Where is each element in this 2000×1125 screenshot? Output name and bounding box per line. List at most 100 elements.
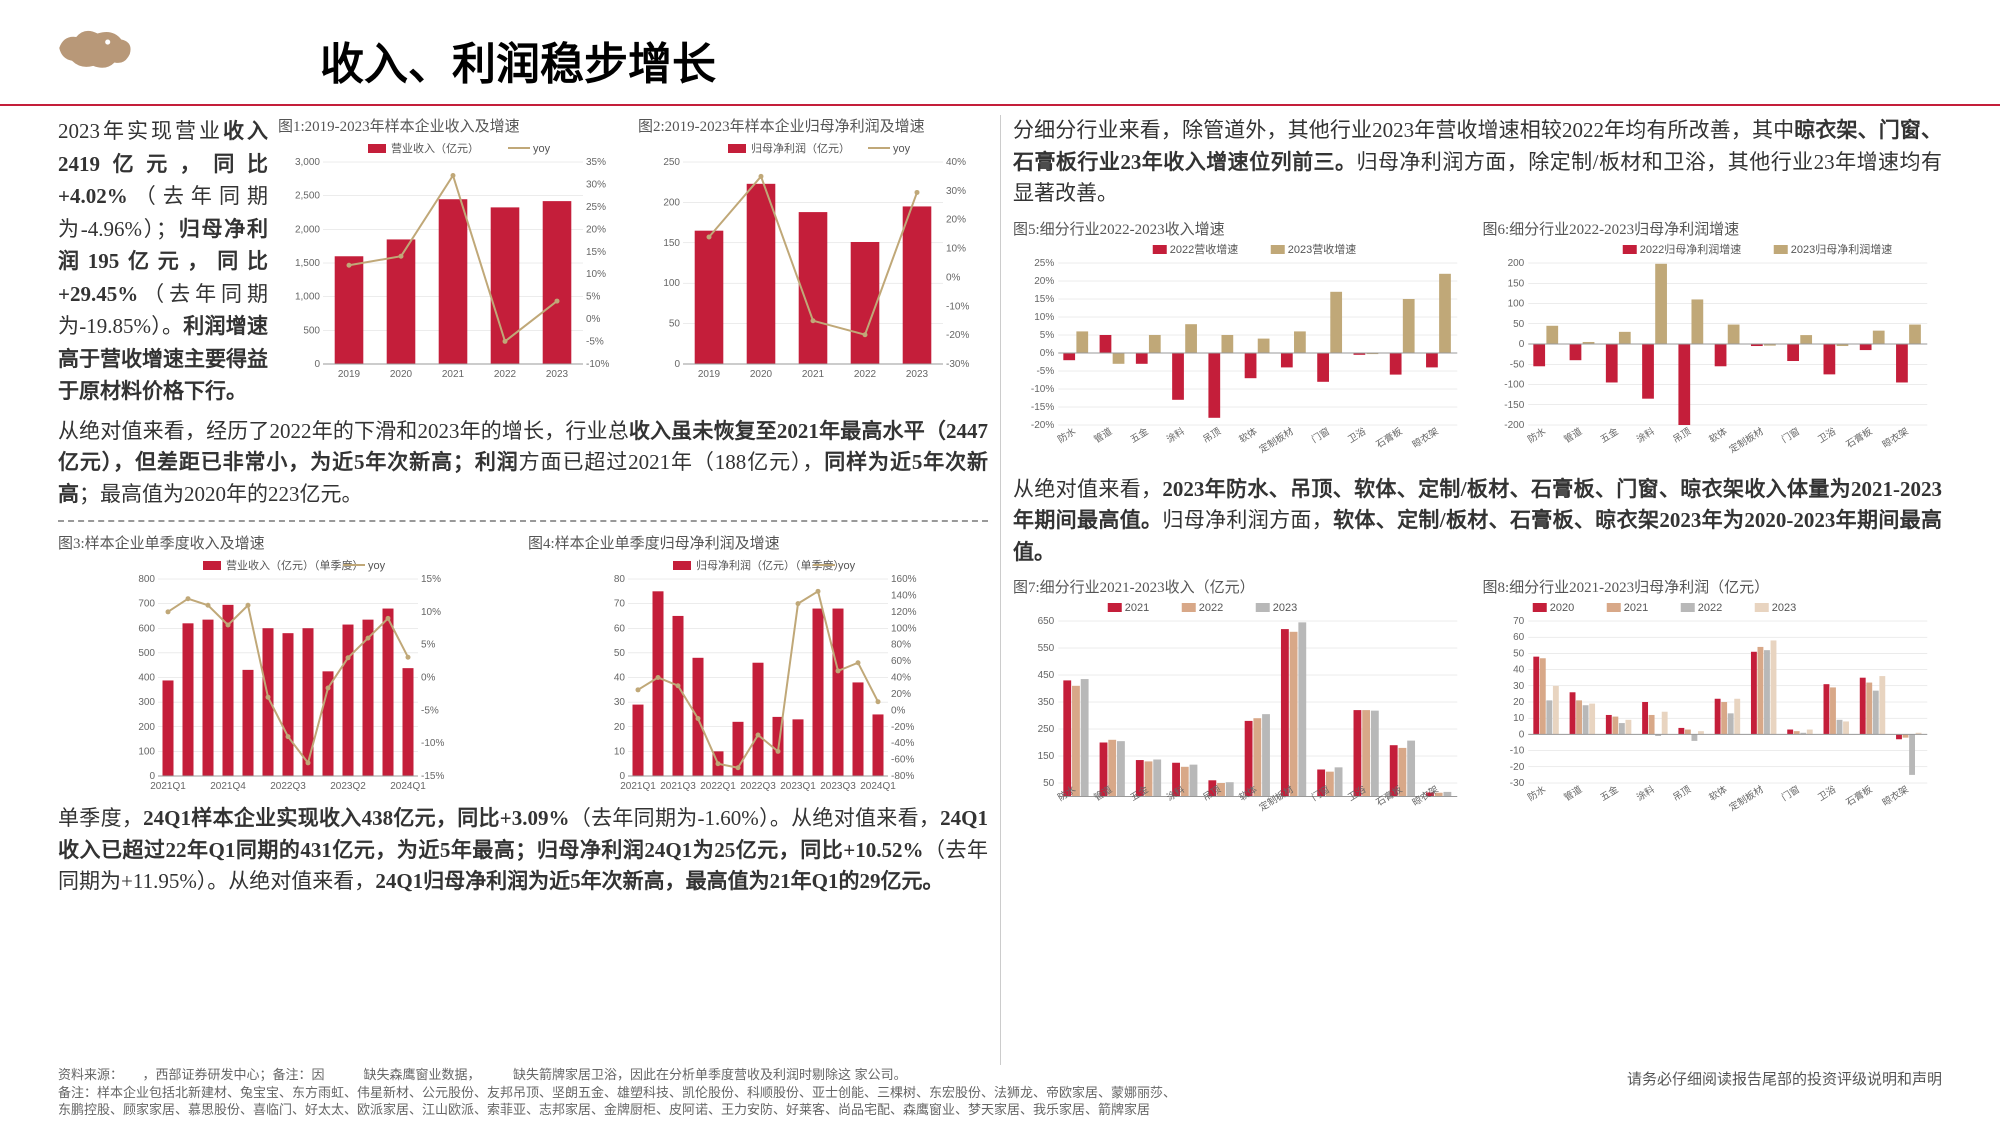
svg-text:70: 70 xyxy=(1513,616,1525,627)
svg-text:30: 30 xyxy=(614,698,626,709)
svg-text:软体: 软体 xyxy=(1237,425,1260,446)
svg-text:40%: 40% xyxy=(946,157,966,168)
svg-text:管道: 管道 xyxy=(1092,425,1115,446)
svg-text:吊顶: 吊顶 xyxy=(1671,425,1693,445)
svg-text:-150: -150 xyxy=(1504,399,1524,410)
page-title: 收入、利润稳步增长 xyxy=(320,28,716,92)
svg-text:-15%: -15% xyxy=(1031,402,1054,413)
svg-text:150: 150 xyxy=(1038,751,1055,762)
svg-text:2022归母净利润增速: 2022归母净利润增速 xyxy=(1639,243,1740,256)
right-column: 分细分行业来看，除管道外，其他行业2023年营收增速相较2022年均有所改善，其… xyxy=(1000,115,1942,1065)
chart-7: 图7:细分行业2021-2023收入（亿元） 20212022202350150… xyxy=(1013,576,1473,826)
header-divider xyxy=(0,104,2000,106)
svg-text:30%: 30% xyxy=(946,186,966,197)
svg-text:50: 50 xyxy=(614,648,626,659)
svg-text:15%: 15% xyxy=(1034,294,1054,305)
svg-text:450: 450 xyxy=(1038,670,1055,681)
svg-text:2021Q4: 2021Q4 xyxy=(210,781,246,792)
svg-text:30%: 30% xyxy=(586,179,606,190)
svg-text:100: 100 xyxy=(1507,298,1524,309)
page-header: 收入、利润稳步增长 xyxy=(0,0,2000,100)
chart-7-title: 图7:细分行业2021-2023收入（亿元） xyxy=(1013,576,1473,597)
svg-text:0%: 0% xyxy=(946,272,961,283)
svg-text:50: 50 xyxy=(1513,318,1525,329)
svg-text:定制板材: 定制板材 xyxy=(1727,783,1766,814)
svg-text:2020: 2020 xyxy=(750,369,773,380)
svg-text:2023: 2023 xyxy=(1273,602,1297,614)
svg-text:2023: 2023 xyxy=(906,369,929,380)
svg-text:15%: 15% xyxy=(586,247,606,258)
svg-text:0: 0 xyxy=(314,359,320,370)
svg-text:2023归母净利润增速: 2023归母净利润增速 xyxy=(1790,243,1891,256)
svg-text:0%: 0% xyxy=(891,706,906,717)
dashed-separator xyxy=(58,520,988,522)
svg-text:五金: 五金 xyxy=(1598,783,1621,804)
svg-text:yoy: yoy xyxy=(838,560,856,572)
svg-text:5%: 5% xyxy=(1040,330,1055,341)
svg-text:650: 650 xyxy=(1038,616,1055,627)
svg-text:25%: 25% xyxy=(1034,258,1054,269)
svg-text:2021Q1: 2021Q1 xyxy=(150,781,186,792)
svg-text:60: 60 xyxy=(614,624,626,635)
svg-text:定制板材: 定制板材 xyxy=(1257,425,1296,456)
svg-text:550: 550 xyxy=(1038,643,1055,654)
paragraph-2: 单季度，24Q1样本企业实现收入438亿元，同比+3.09%（去年同期为-1.6… xyxy=(58,803,988,898)
svg-text:-20%: -20% xyxy=(891,722,914,733)
svg-text:1,500: 1,500 xyxy=(295,258,320,269)
chart-2: 图2:2019-2023年样本企业归母净利润及增速 归母净利润（亿元）yoy05… xyxy=(638,115,988,408)
svg-text:2022: 2022 xyxy=(494,369,517,380)
footer-disclaimer: 请务必仔细阅读报告尾部的投资评级说明和声明 xyxy=(1627,1068,1942,1089)
svg-text:100%: 100% xyxy=(891,624,917,635)
svg-text:2022: 2022 xyxy=(1697,602,1721,614)
svg-text:300: 300 xyxy=(138,698,155,709)
svg-text:60%: 60% xyxy=(891,657,911,668)
svg-text:五金: 五金 xyxy=(1128,425,1151,446)
svg-text:0%: 0% xyxy=(586,314,601,325)
svg-text:-30%: -30% xyxy=(946,359,969,370)
svg-text:20%: 20% xyxy=(1034,276,1054,287)
svg-text:-200: -200 xyxy=(1504,420,1524,431)
svg-text:2021: 2021 xyxy=(1623,602,1647,614)
paragraph-3: 从绝对值来看，2023年防水、吊顶、软体、定制/板材、石膏板、门窗、晾衣架收入体… xyxy=(1013,474,1942,569)
svg-text:五金: 五金 xyxy=(1598,425,1621,446)
svg-text:门窗: 门窗 xyxy=(1309,425,1331,445)
svg-text:35%: 35% xyxy=(586,157,606,168)
svg-text:-10%: -10% xyxy=(1031,384,1054,395)
svg-text:防水: 防水 xyxy=(1525,783,1548,804)
svg-text:-20: -20 xyxy=(1509,762,1524,773)
svg-text:石膏板: 石膏板 xyxy=(1843,425,1874,451)
svg-text:80%: 80% xyxy=(891,640,911,651)
chart-1-title: 图1:2019-2023年样本企业收入及增速 xyxy=(278,115,628,136)
svg-text:门窗: 门窗 xyxy=(1779,783,1801,803)
svg-text:晾衣架: 晾衣架 xyxy=(1880,425,1911,451)
chart-3: 图3:样本企业单季度收入及增速 营业收入（亿元）（单季度）yoy01002003… xyxy=(58,532,518,797)
svg-text:700: 700 xyxy=(138,599,155,610)
svg-text:0%: 0% xyxy=(421,673,436,684)
svg-text:10%: 10% xyxy=(421,607,441,618)
svg-text:-30: -30 xyxy=(1509,778,1524,789)
svg-text:250: 250 xyxy=(1038,724,1055,735)
svg-text:2,500: 2,500 xyxy=(295,191,320,202)
svg-text:150: 150 xyxy=(1507,278,1524,289)
svg-text:70: 70 xyxy=(614,599,626,610)
svg-text:2019: 2019 xyxy=(338,369,361,380)
svg-text:20: 20 xyxy=(1513,697,1525,708)
svg-text:2021: 2021 xyxy=(802,369,825,380)
narrative-block-2: 分细分行业来看，除管道外，其他行业2023年营收增速相较2022年均有所改善，其… xyxy=(1013,115,1942,210)
svg-text:2024Q1: 2024Q1 xyxy=(860,781,896,792)
svg-text:涂料: 涂料 xyxy=(1164,425,1187,446)
svg-text:2021Q1: 2021Q1 xyxy=(620,781,656,792)
left-column: 2023年实现营业收入2419亿元，同比+4.02%（去年同期为-4.96%）；… xyxy=(58,115,1000,1065)
chart-2-title: 图2:2019-2023年样本企业归母净利润及增速 xyxy=(638,115,988,136)
svg-text:-5%: -5% xyxy=(421,706,439,717)
svg-text:2023: 2023 xyxy=(1771,602,1795,614)
chart-3-title: 图3:样本企业单季度收入及增速 xyxy=(58,532,518,553)
svg-text:吊顶: 吊顶 xyxy=(1671,784,1693,804)
footer-line-3: 东鹏控股、顾家家居、慕思股份、喜临门、好太太、欧派家居、江山欧派、索菲亚、志邦家… xyxy=(58,1101,1942,1119)
svg-text:140%: 140% xyxy=(891,591,917,602)
svg-text:150: 150 xyxy=(663,238,680,249)
svg-text:2020: 2020 xyxy=(1549,602,1573,614)
svg-text:营业收入（亿元）（单季度）: 营业收入（亿元）（单季度） xyxy=(226,558,364,572)
svg-text:2,000: 2,000 xyxy=(295,224,320,235)
svg-text:2019: 2019 xyxy=(698,369,721,380)
